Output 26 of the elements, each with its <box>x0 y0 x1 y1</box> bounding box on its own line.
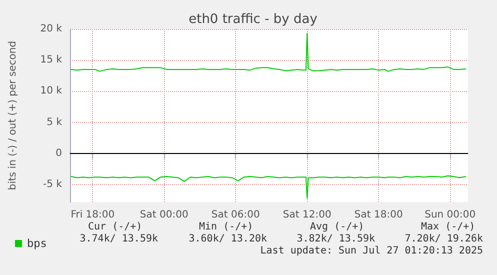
text: Avg (-/+) <box>310 222 364 232</box>
text: 3.74k/ 13.59k <box>80 234 158 244</box>
chart-title: eth0 traffic - by day <box>188 12 318 27</box>
x-tick-label: Sat 18:00 <box>354 210 403 220</box>
x-tick-label: Sat 06:00 <box>211 210 260 220</box>
y-tick-label: 20 k <box>40 24 62 34</box>
y-tick-label: 15 k <box>40 54 62 66</box>
y-axis-title: bits in (-) / out (+) per second <box>8 40 18 190</box>
line-series <box>70 32 466 72</box>
line-series <box>70 175 466 199</box>
x-tick-label: Sun 00:00 <box>424 210 476 220</box>
x-tick-label: Fri 18:00 <box>70 210 115 220</box>
text: Max (-/+) <box>421 222 476 232</box>
x-tick-label: Sat 00:00 <box>140 210 188 220</box>
y-tick-label: -5 k <box>43 179 62 190</box>
text: 3.82k/ 13.59k <box>296 234 376 244</box>
y-tick-label: 0 <box>56 148 62 159</box>
legend-label: bps <box>27 237 47 250</box>
text: Last update: Sun Jul 27 01:20:13 2025 <box>260 246 484 256</box>
y-tick-label: 10 k <box>40 86 62 97</box>
text: Min (-/+) <box>199 222 254 232</box>
text: 3.60k/ 13.20k <box>188 234 268 244</box>
x-tick-label: Sat 12:00 <box>282 210 332 220</box>
text: 7.20k/ 19.26k <box>404 234 484 244</box>
text: Cur (-/+) <box>88 222 142 232</box>
y-tick-label: 5 k <box>46 116 62 128</box>
